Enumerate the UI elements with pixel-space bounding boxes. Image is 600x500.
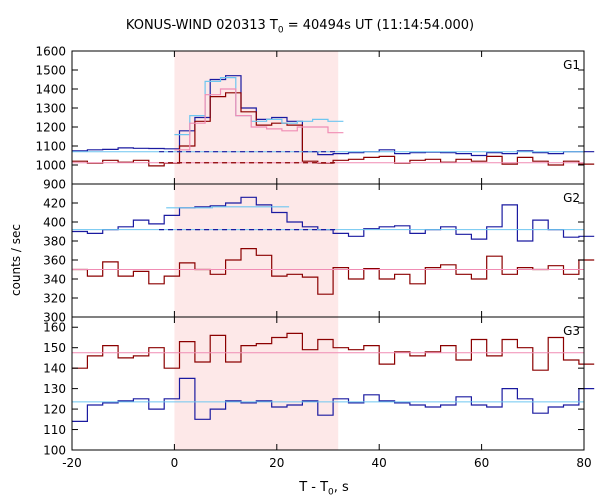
- g1-y-tick-label: 900: [43, 178, 66, 192]
- x-tick-label: 60: [474, 456, 489, 470]
- title-t0-subscript: 0: [277, 25, 284, 36]
- g3-red-step-series: [72, 332, 595, 371]
- g2-red-step-series: [72, 248, 595, 295]
- x-axis-label-unit: , s: [333, 480, 349, 495]
- g3-y-tick-label: 130: [43, 382, 66, 396]
- g2-light-blue-step-series: [166, 206, 290, 209]
- g1-pink-step-series: [174, 88, 344, 151]
- g2-y-tick-label: 320: [43, 292, 66, 306]
- x-axis-label-subscript: 0: [328, 487, 334, 498]
- x-axis-label: T - T0, s: [0, 480, 600, 498]
- g2-y-tick-label: 420: [43, 197, 66, 211]
- g3-y-tick-label: 150: [43, 341, 66, 355]
- g3-y-tick-label: 160: [43, 321, 66, 335]
- g1-y-tick-label: 1100: [35, 140, 66, 154]
- x-tick-label: 0: [171, 456, 179, 470]
- g2-y-tick-label: 380: [43, 235, 66, 249]
- g2-panel-label: G2: [563, 191, 580, 205]
- g1-panel-label: G1: [563, 58, 580, 72]
- g3-panel-frame: [71, 316, 585, 451]
- g1-y-tick-label: 1600: [35, 45, 66, 59]
- g1-y-tick-label: 1300: [35, 102, 66, 116]
- g3-y-tick-label: 100: [43, 444, 66, 458]
- g2-y-tick-label: 340: [43, 273, 66, 287]
- g3-panel-label: G3: [563, 324, 580, 338]
- y-axis-label: counts / sec: [9, 223, 23, 297]
- title-instrument: KONUS-WIND 020313 T: [125, 18, 278, 33]
- g3-blue-step-series: [72, 377, 595, 422]
- g2-y-tick-label: 400: [43, 216, 66, 230]
- g3-y-tick-label: 110: [43, 423, 66, 437]
- g2-y-tick-label: 360: [43, 254, 66, 268]
- g1-blue-step-series: [72, 75, 595, 157]
- title-rest: = 40494s UT (11:14:54.000): [283, 18, 475, 33]
- x-tick-label: 40: [372, 456, 387, 470]
- g3-y-tick-label: 120: [43, 403, 66, 417]
- y-axis-label-wrapper: counts / sec: [2, 0, 23, 500]
- g1-y-tick-label: 1200: [35, 121, 66, 135]
- chart-title: KONUS-WIND 020313 T0 = 40494s UT (11:14:…: [0, 18, 600, 36]
- x-tick-label: 80: [576, 456, 591, 470]
- x-tick-label: -20: [62, 456, 82, 470]
- g2-y-tick-label: 300: [43, 311, 66, 325]
- g2-blue-step-series: [72, 196, 595, 242]
- g3-y-tick-label: 140: [43, 362, 66, 376]
- g1-y-tick-label: 1500: [35, 64, 66, 78]
- g1-y-tick-label: 1400: [35, 83, 66, 97]
- x-tick-label: 20: [269, 456, 284, 470]
- g1-y-tick-label: 1000: [35, 159, 66, 173]
- x-axis-label-main: T - T: [299, 480, 329, 495]
